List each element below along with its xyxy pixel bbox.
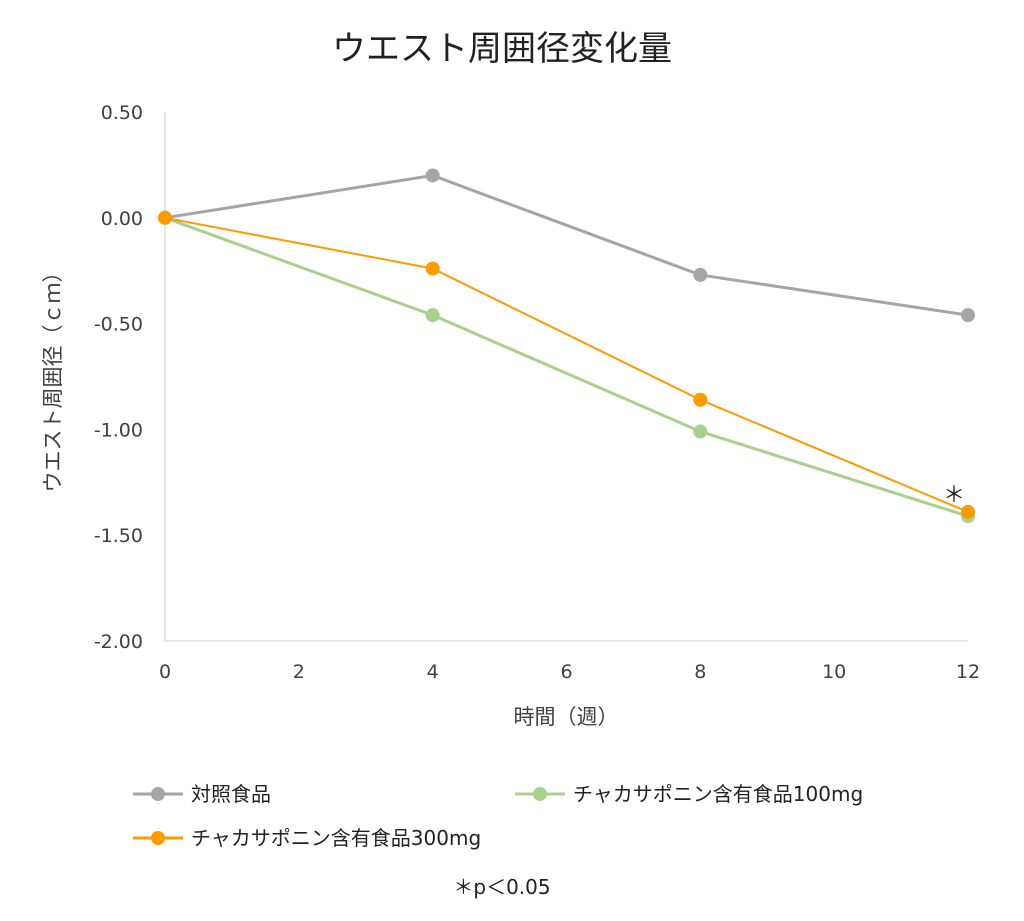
legend-item: チャカサポニン含有食品100mg — [515, 782, 863, 806]
data-point — [961, 504, 975, 519]
x-tick-label: 8 — [694, 661, 706, 683]
data-point — [693, 424, 708, 439]
legend-swatch-marker — [533, 787, 547, 801]
series-line — [164, 173, 969, 317]
series-1 — [158, 168, 975, 323]
data-point — [961, 308, 975, 323]
x-tick-label: 12 — [956, 661, 980, 683]
y-tick-label: -0.50 — [94, 314, 143, 336]
y-tick-label: 0.50 — [101, 102, 143, 124]
chart-title: ウエスト周囲径変化量 — [332, 29, 672, 69]
series-3 — [158, 210, 975, 519]
legend-item: チャカサポニン含有食品300mg — [133, 826, 481, 850]
y-tick-label: 0.00 — [101, 208, 143, 230]
series-group — [158, 168, 975, 524]
data-point — [425, 168, 440, 183]
y-tick-label: -1.50 — [94, 525, 143, 547]
x-tick-label: 4 — [427, 661, 439, 683]
series-2 — [158, 210, 975, 524]
legend-item: 対照食品 — [133, 782, 271, 806]
y-tick-label: -2.00 — [94, 631, 143, 653]
data-point — [158, 210, 172, 225]
x-tick-labels: 0 2 4 6 8 10 12 — [159, 661, 980, 683]
data-point — [425, 261, 440, 276]
data-point — [693, 392, 708, 407]
y-axis-label: ウエスト周囲径（ｃｍ） — [41, 262, 65, 493]
legend: 対照食品 チャカサポニン含有食品100mg チャカサポニン含有食品300mg — [133, 782, 863, 850]
x-tick-label: 2 — [293, 661, 305, 683]
x-tick-label: 6 — [560, 661, 572, 683]
legend-label: チャカサポニン含有食品300mg — [191, 826, 481, 850]
legend-swatch-marker — [151, 831, 165, 845]
data-point — [693, 267, 708, 282]
series-line — [164, 216, 969, 518]
legend-label: 対照食品 — [191, 782, 271, 806]
x-axis-label: 時間（週） — [514, 705, 619, 729]
axes — [164, 112, 968, 642]
legend-swatch-marker — [151, 787, 165, 801]
significance-marker: ＊ — [943, 483, 965, 508]
series-line — [164, 216, 969, 513]
x-tick-label: 10 — [822, 661, 846, 683]
annotations: ＊ — [943, 483, 965, 508]
y-tick-label: -1.00 — [94, 419, 143, 441]
significance-footnote: ＊p＜0.05 — [453, 875, 550, 899]
y-tick-labels: 0.50 0.00 -0.50 -1.00 -1.50 -2.00 — [94, 102, 143, 653]
legend-label: チャカサポニン含有食品100mg — [573, 782, 863, 806]
data-point — [425, 308, 440, 323]
x-tick-label: 0 — [159, 661, 171, 683]
